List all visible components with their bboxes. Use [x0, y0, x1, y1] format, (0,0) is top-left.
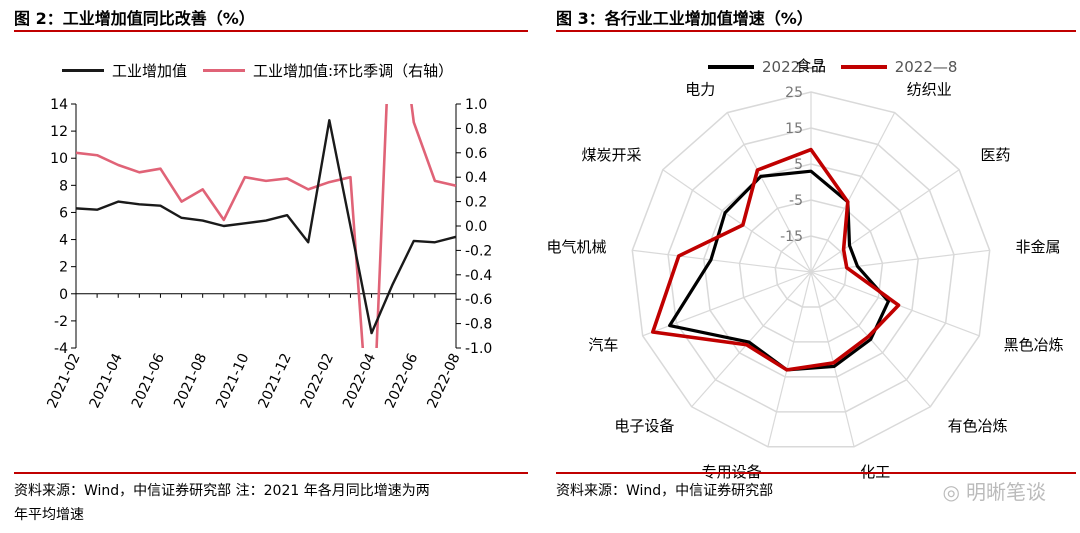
- ip-line: [75, 119, 457, 335]
- left-tick-label: -4: [54, 341, 68, 357]
- radar-grid-ring: [738, 199, 884, 343]
- line-chart: -4 -2 0 2 4 6 8 10 12 14 -1.0 -0.8 -0.6 -0.4 -0.2 0.0 0.…: [44, 97, 492, 411]
- left-tick-label: 4: [59, 233, 68, 249]
- left-title-rule: [14, 30, 528, 32]
- radar-tick-label: 15: [785, 121, 803, 137]
- left-tick-label: 14: [50, 97, 68, 113]
- radar-category-label: 非金属: [1015, 238, 1060, 256]
- right-tick-label: -1.0: [465, 341, 492, 357]
- right-tick-label: -0.6: [465, 292, 492, 308]
- legend-label-ip: 工业增加值: [112, 62, 188, 80]
- right-title-rule: [556, 30, 1076, 32]
- radar-tick-label: 25: [785, 85, 803, 101]
- left-tick-label: -2: [54, 314, 68, 330]
- radar-category-label: 汽车: [588, 336, 618, 354]
- radar-category-label: 电力: [685, 81, 715, 99]
- radar-grid-ring: [667, 127, 955, 413]
- wechat-icon: ◎: [942, 480, 960, 504]
- right-tick-label: -0.8: [465, 317, 492, 333]
- x-tick-label: 2021-04: [87, 351, 126, 411]
- radar-category-label: 电子设备: [614, 417, 674, 435]
- radar-spoke: [810, 169, 960, 273]
- right-source-rule: [556, 472, 1076, 474]
- left-tick-label: 10: [50, 151, 68, 167]
- radar-spoke: [726, 112, 812, 273]
- left-tick-label: 8: [59, 178, 68, 194]
- radar-spoke: [632, 249, 812, 273]
- watermark: ◎ 明晰笔谈: [943, 476, 1046, 505]
- x-tick-label: 2022-08: [424, 351, 463, 411]
- x-tick-label: 2021-02: [44, 351, 83, 411]
- x-tick-label: 2021-08: [171, 351, 210, 411]
- watermark-text: 明晰笔谈: [966, 480, 1046, 504]
- legend-label-2022-7: 2022—7: [762, 58, 825, 76]
- legend-swatch-2022-8: [840, 65, 887, 69]
- legend-swatch-2022-7: [708, 65, 754, 69]
- mom-line: [76, 104, 456, 348]
- left-source-line1: 资料来源：Wind，中信证券研究部 注：2021 年各月同比增速为两: [14, 483, 430, 499]
- right-tick-label: 0.8: [465, 121, 487, 137]
- radar-category-label: 食品: [796, 57, 826, 75]
- right-tick-label: -0.4: [465, 268, 492, 284]
- right-tick-label: 0.6: [465, 146, 487, 162]
- mom-series: [76, 104, 456, 348]
- radar-spoke: [810, 249, 990, 273]
- radar-category-label: 煤炭开采: [581, 146, 641, 164]
- x-tick-label: 2021-12: [256, 351, 295, 411]
- right-panel: 图 3：各行业工业增加值增速（%） 2022—7 2022—8 -15 -5 5 15…: [546, 0, 1080, 533]
- right-tick-label: 0.0: [465, 219, 487, 235]
- radar-spoke: [810, 112, 896, 273]
- radar-spoke: [691, 271, 812, 408]
- left-tick-label: 6: [59, 205, 68, 221]
- radar-tick-label: -5: [789, 193, 803, 209]
- right-legend: 2022—7 2022—8: [708, 58, 973, 76]
- x-tick-label: 2022-02: [298, 351, 337, 411]
- left-tick-label: 12: [50, 124, 68, 140]
- left-chart-title: 图 2：工业增加值同比改善（%）: [14, 9, 255, 28]
- left-source-line2: 年平均增速: [14, 507, 84, 523]
- legend-swatch-ip: [62, 69, 104, 72]
- radar-category-label: 纺织业: [907, 81, 952, 99]
- radar-grid-ring: [703, 163, 919, 378]
- right-tick-label: 0.4: [465, 170, 487, 186]
- legend-swatch-mom: [203, 69, 246, 72]
- radar-grid-ring: [774, 235, 848, 308]
- x-tick-label: 2022-04: [340, 351, 379, 411]
- right-source-line1: 资料来源：Wind，中信证券研究部: [556, 483, 774, 499]
- radar-tick-label: -15: [780, 229, 803, 245]
- left-source-rule: [14, 472, 528, 474]
- radar-spoke: [662, 169, 812, 273]
- x-tick-label: 2021-10: [213, 351, 252, 411]
- left-legend: 工业增加值 工业增加值:环比季调（右轴）: [62, 60, 469, 81]
- radar-category-label: 黑色冶炼: [1004, 336, 1064, 354]
- legend-label-mom: 工业增加值:环比季调（右轴）: [253, 62, 454, 80]
- radar-tick-label: 5: [794, 157, 803, 173]
- radar-series-2022-8: [650, 147, 901, 372]
- right-chart-title: 图 3：各行业工业增加值增速（%）: [556, 9, 813, 28]
- x-tick-label: 2022-06: [382, 351, 421, 411]
- radar-spoke: [810, 271, 855, 447]
- legend-label-2022-8: 2022—8: [894, 58, 958, 76]
- right-tick-label: 1.0: [465, 97, 487, 113]
- radar-spoke: [642, 271, 812, 337]
- left-tick-label: 0: [59, 287, 68, 303]
- right-tick-label: -0.2: [465, 243, 492, 259]
- left-panel: 图 2：工业增加值同比改善（%） 工业增加值 工业增加值:环比季调（右轴） -4…: [0, 0, 530, 533]
- radar-category-label: 电气机械: [546, 238, 606, 256]
- radar-chart: -15-551525食品纺织业医药非金属黑色冶炼有色冶炼化工专用设备电子设备汽车…: [546, 57, 1064, 481]
- radar-spoke: [767, 271, 812, 447]
- radar-category-label: 有色冶炼: [948, 417, 1008, 435]
- x-tick-label: 2021-06: [129, 351, 168, 411]
- right-tick-label: 0.2: [465, 195, 487, 211]
- radar-grid-ring: [631, 91, 991, 448]
- radar-category-label: 医药: [981, 146, 1011, 164]
- left-tick-label: 2: [59, 260, 68, 276]
